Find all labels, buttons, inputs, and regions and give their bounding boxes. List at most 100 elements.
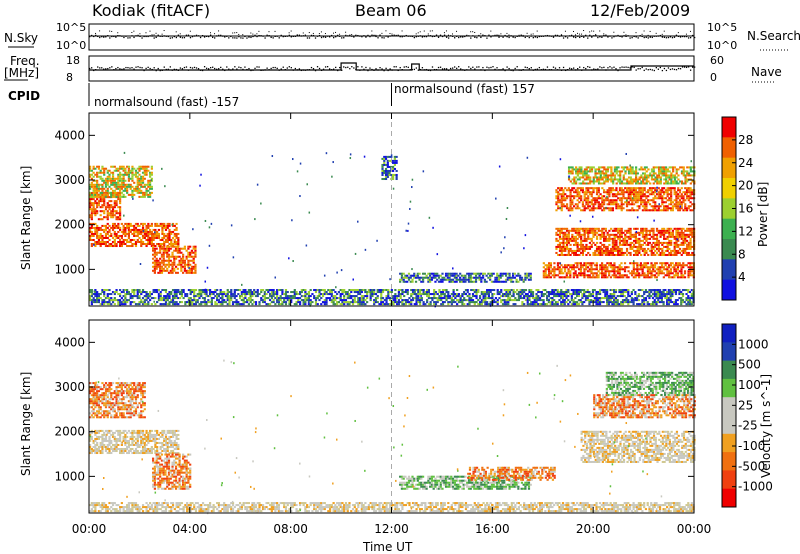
freq-point (179, 67, 182, 69)
data-cell (136, 297, 139, 300)
data-cell (111, 206, 115, 209)
nsearch-point (308, 32, 310, 34)
data-cell (452, 289, 455, 292)
data-cell (203, 303, 206, 306)
nsearch-point (536, 30, 538, 32)
data-cell (235, 301, 238, 304)
data-cell (562, 272, 565, 275)
data-cell (162, 253, 165, 256)
data-cell (96, 212, 99, 215)
data-cell (129, 185, 132, 188)
data-cell (431, 297, 434, 300)
data-cell (92, 179, 95, 182)
data-cell (418, 301, 422, 304)
data-cell (228, 299, 231, 302)
data-cell (101, 189, 104, 192)
data-cell (601, 233, 604, 236)
data-cell (168, 301, 171, 304)
data-cell (126, 299, 129, 302)
freq-point (210, 66, 212, 69)
data-cell (173, 228, 176, 231)
data-cell (254, 303, 258, 306)
data-cell (634, 276, 637, 279)
nsky-point (665, 37, 668, 39)
data-cell (164, 291, 168, 294)
data-cell (180, 293, 183, 296)
data-cell (648, 266, 651, 269)
data-cell (171, 245, 174, 248)
data-cell (94, 212, 97, 215)
data-cell (434, 272, 437, 275)
data-cell (675, 251, 678, 254)
data-cell (240, 299, 243, 302)
data-cell (182, 265, 185, 268)
data-cell (140, 230, 143, 233)
data-cell (661, 249, 664, 252)
data-cell (590, 262, 593, 265)
data-cell (297, 293, 300, 296)
data-cell (576, 303, 579, 306)
data-cell (681, 301, 685, 304)
data-cell (304, 301, 307, 304)
freq-point (631, 66, 633, 68)
data-cell (94, 183, 97, 186)
data-cell (170, 299, 173, 302)
data-cell (300, 299, 303, 302)
nsky-point (583, 36, 585, 38)
data-cell (678, 289, 681, 292)
data-cell (328, 291, 332, 294)
data-cell (286, 299, 289, 302)
data-cell (175, 226, 178, 229)
data-cell (680, 274, 683, 277)
data-cell (620, 268, 623, 271)
freq-point (286, 67, 288, 69)
data-cell (553, 268, 556, 271)
data-cell (577, 289, 580, 292)
data-cell (581, 303, 584, 306)
data-cell (176, 267, 179, 270)
data-cell (494, 276, 497, 279)
data-cell (339, 295, 342, 298)
data-cell (161, 243, 164, 246)
data-cell (655, 295, 658, 298)
data-cell (614, 299, 618, 302)
data-cell (666, 262, 669, 265)
data-cell (115, 167, 118, 170)
nsky-point (645, 36, 647, 38)
data-cell (664, 231, 667, 234)
data-cell (608, 243, 611, 246)
data-cell (97, 228, 101, 231)
data-cell (141, 243, 145, 246)
freq-point (125, 66, 127, 69)
data-cell (381, 301, 385, 304)
data-cell (194, 271, 197, 274)
data-cell (94, 185, 97, 188)
data-cell (648, 291, 651, 294)
data-cell (501, 303, 505, 306)
data-cell (437, 276, 441, 279)
data-cell (588, 291, 591, 294)
data-cell (466, 303, 469, 306)
data-cell (166, 263, 169, 266)
data-cell (585, 262, 588, 265)
data-cell (611, 229, 615, 232)
data-cell (96, 191, 99, 194)
data-cell (585, 227, 588, 230)
data-cell (551, 274, 554, 277)
data-cell (258, 303, 261, 306)
data-cell (446, 274, 449, 277)
data-cell (666, 243, 669, 246)
data-cell (666, 274, 669, 277)
data-cell (185, 249, 188, 252)
data-cell (104, 181, 108, 184)
data-cell (632, 266, 635, 269)
data-cell (505, 303, 508, 306)
data-cell (115, 224, 118, 227)
data-cell (99, 193, 102, 196)
data-cell (92, 226, 95, 229)
nsky-point (520, 34, 522, 36)
data-cell (90, 183, 93, 186)
data-cell (133, 291, 136, 294)
data-cell (666, 229, 669, 232)
data-cell (583, 231, 586, 234)
